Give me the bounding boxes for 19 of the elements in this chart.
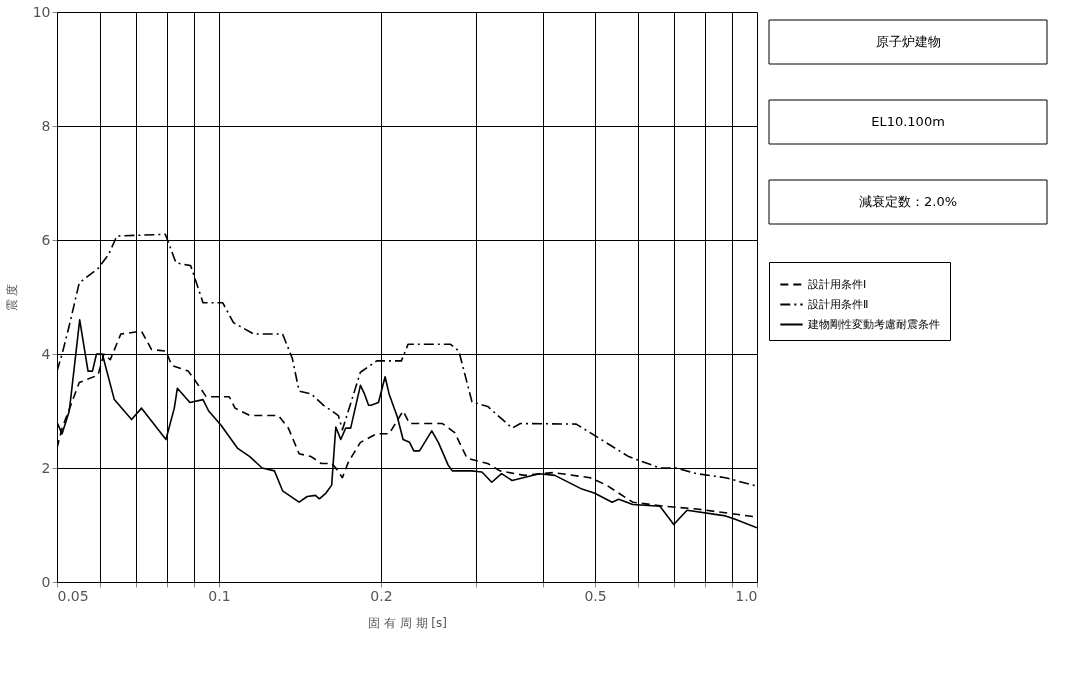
x-tick-label: 1.0 bbox=[735, 587, 758, 604]
text: 減衰定数：2.0% bbox=[858, 194, 958, 209]
legend-label: 設計用条件Ⅰ bbox=[808, 277, 867, 291]
x-tick-label: 0.1 bbox=[208, 587, 231, 604]
y-tick-label: 10 bbox=[32, 3, 51, 20]
x-tick-label: 0.5 bbox=[584, 587, 607, 604]
x-axis-title: 固 有 周 期 [s] bbox=[368, 615, 447, 630]
text: EL10.100m bbox=[871, 114, 945, 129]
legend-label: 建物剛性変動考慮耐震条件 bbox=[807, 317, 940, 331]
y-axis-title: 震 度 bbox=[4, 283, 19, 312]
y-tick-label: 8 bbox=[41, 117, 51, 134]
text: 原子炉建物 bbox=[875, 34, 941, 49]
y-tick-label: 0 bbox=[41, 573, 51, 590]
y-tick-label: 2 bbox=[41, 459, 51, 476]
y-tick-label: 4 bbox=[41, 345, 51, 362]
x-tick-label: 0.2 bbox=[370, 587, 393, 604]
y-tick-label: 6 bbox=[41, 231, 51, 248]
legend-label: 設計用条件Ⅱ bbox=[808, 297, 869, 311]
x-tick-label: 0.05 bbox=[57, 587, 89, 604]
